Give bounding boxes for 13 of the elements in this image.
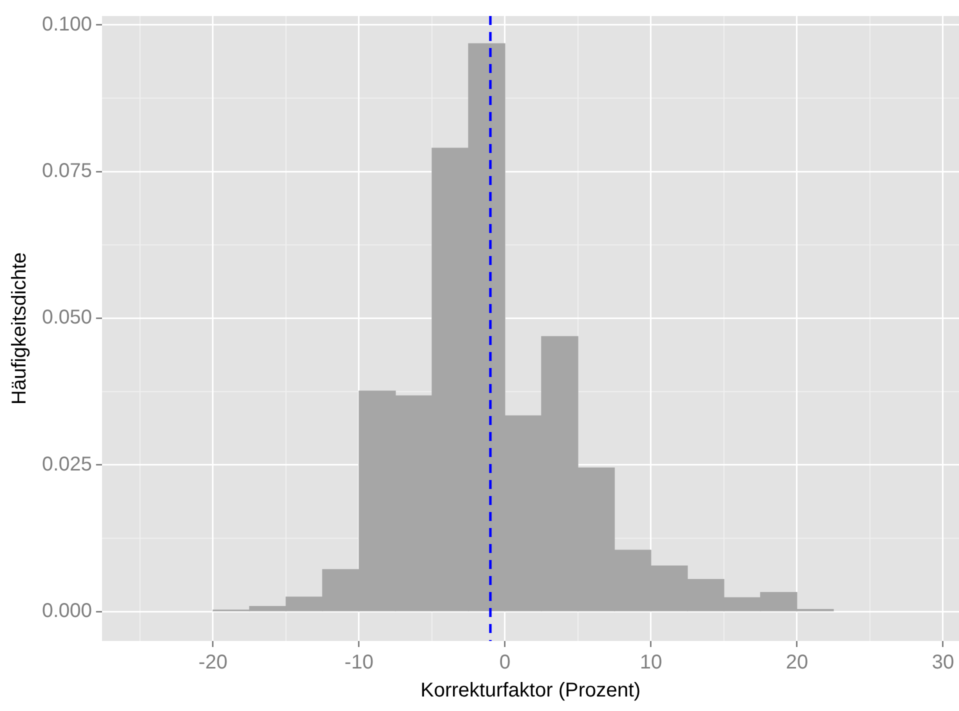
x-tick-label: 10 bbox=[640, 652, 662, 674]
y-tick-label: 0.100 bbox=[42, 13, 92, 36]
x-tick-label: -10 bbox=[344, 652, 374, 674]
y-tick-label: 0.025 bbox=[42, 453, 92, 476]
y-tick-label: 0.000 bbox=[42, 600, 92, 622]
y-tick-label: 0.075 bbox=[42, 160, 92, 182]
y-axis-title: Häufigkeitsdichte bbox=[8, 252, 31, 405]
x-tick-label: 0 bbox=[499, 652, 511, 674]
x-tick-label: 20 bbox=[786, 652, 808, 674]
x-tick-label: -20 bbox=[198, 652, 228, 674]
x-tick-label: 30 bbox=[932, 652, 954, 674]
y-tick-label: 0.050 bbox=[42, 306, 92, 329]
x-axis-title: Korrekturfaktor (Prozent) bbox=[420, 680, 641, 702]
